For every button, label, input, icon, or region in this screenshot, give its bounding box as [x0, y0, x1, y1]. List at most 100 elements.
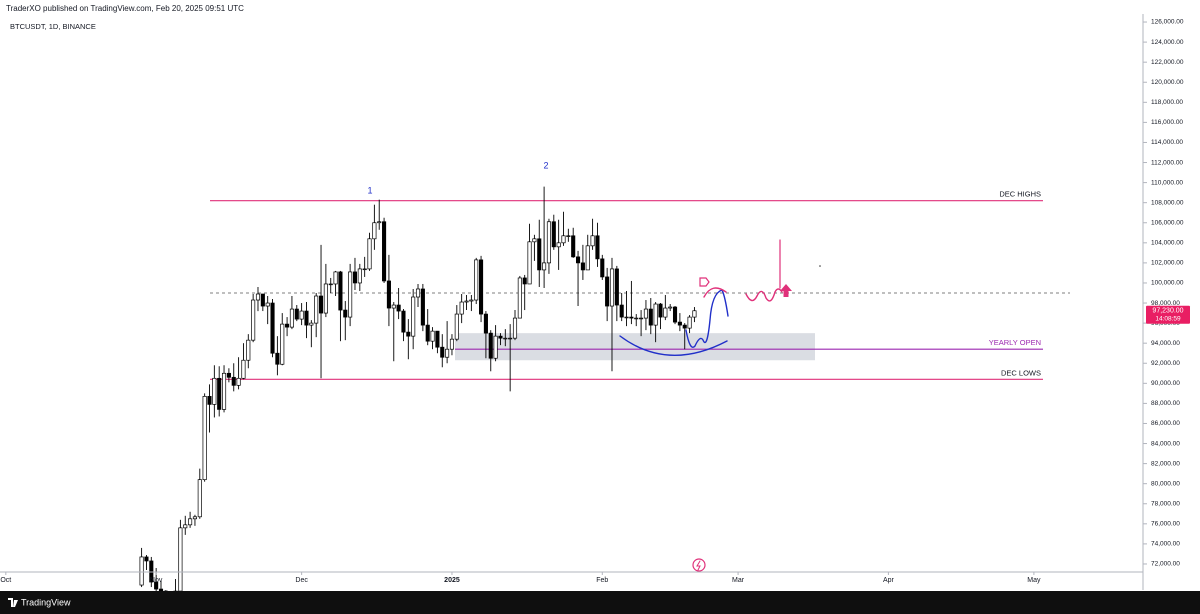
y-tick-label: 82,000.00 — [1151, 460, 1180, 467]
candle-body — [285, 323, 290, 328]
candle-body — [255, 293, 261, 301]
wave-label: 2 — [543, 160, 548, 170]
candle-body — [600, 258, 605, 278]
axes: 72,000.00 74,000.00 76,000.00 78,000.00 80,0… — [0, 19, 1190, 584]
x-tick-label: Oct — [0, 577, 11, 584]
level-label: DEC LOWS — [1001, 368, 1041, 377]
y-tick-label: 110,000.00 — [1151, 179, 1183, 186]
candle-body — [294, 308, 299, 320]
candle-body — [464, 300, 469, 303]
candle-body — [367, 238, 372, 270]
y-tick-label: 122,000.00 — [1151, 59, 1184, 66]
x-tick-label: Feb — [596, 577, 608, 584]
candle-body — [406, 331, 411, 337]
candle-body — [401, 310, 406, 333]
footer-bar — [0, 591, 1200, 614]
candle-body — [270, 302, 275, 354]
wave-label: 1 — [367, 185, 372, 195]
candle-body — [192, 516, 197, 520]
candle-body — [590, 235, 595, 247]
candle-body — [328, 283, 333, 286]
lightning-icon — [692, 558, 706, 572]
candle-body — [479, 259, 484, 315]
candle-body — [566, 235, 571, 237]
candle-body — [449, 338, 455, 350]
candle-body — [498, 335, 503, 339]
candle-body — [571, 235, 576, 258]
candle-body — [139, 556, 144, 586]
candle-body — [236, 377, 241, 386]
x-tick-label: Nov — [150, 577, 163, 584]
candle-body — [663, 307, 668, 318]
support-zone — [455, 333, 815, 361]
candle-body — [551, 221, 556, 248]
candle-body — [648, 308, 653, 326]
blue-projection — [685, 289, 729, 348]
candle-body — [527, 241, 532, 285]
candle-body — [687, 316, 692, 329]
candle-body — [377, 221, 382, 224]
price-pane: DEC HIGHS YEARLY OPEN DEC LOWS 1 2 — [139, 160, 1070, 614]
y-tick-label: 86,000.00 — [1151, 420, 1180, 427]
candle-body — [682, 324, 687, 329]
candle-body — [158, 588, 164, 592]
candle-body — [348, 271, 353, 318]
candle-body — [522, 277, 527, 285]
candle-body — [517, 277, 522, 319]
red-arc — [703, 287, 727, 298]
candle-body — [226, 372, 231, 378]
symbol-title: BTCUSDT, 1D, BINANCE — [10, 22, 96, 31]
candle-body — [318, 295, 324, 314]
candle-body — [251, 299, 256, 341]
candle-body — [343, 309, 348, 318]
candle-body — [672, 306, 678, 323]
y-tick-label: 118,000.00 — [1151, 99, 1183, 106]
publisher-note: TraderXO published on TradingView.com, F… — [6, 4, 244, 13]
candle-body — [299, 310, 304, 320]
y-tick-label: 100,000.00 — [1151, 280, 1184, 287]
candle-body — [668, 306, 673, 309]
candle-body — [639, 317, 644, 320]
candle-body — [629, 316, 634, 319]
candle-body — [546, 221, 552, 264]
candle-body — [469, 299, 474, 302]
y-tick-label: 124,000.00 — [1151, 39, 1184, 46]
x-tick-label: Dec — [295, 577, 308, 584]
x-tick-label: Apr — [883, 577, 895, 584]
candle-body — [183, 524, 188, 529]
y-tick-label: 126,000.00 — [1151, 19, 1184, 26]
x-tick-label: Mar — [732, 577, 745, 584]
blue-arc — [619, 335, 728, 357]
candle-body — [677, 321, 682, 326]
candle-body — [619, 304, 624, 318]
y-tick-label: 106,000.00 — [1151, 219, 1184, 226]
candle-body — [265, 302, 270, 307]
level-label: DEC HIGHS — [999, 190, 1041, 199]
candle-body — [512, 317, 518, 339]
candle-body — [217, 377, 222, 410]
candle-body — [643, 308, 648, 319]
y-tick-label: 112,000.00 — [1151, 159, 1183, 166]
candle-body — [202, 396, 207, 481]
candle-body — [314, 295, 319, 324]
candle-body — [411, 296, 416, 337]
candle-body — [289, 308, 294, 328]
candle-body — [372, 222, 377, 240]
candle-body — [396, 304, 401, 312]
candle-body — [323, 283, 328, 314]
y-tick-label: 74,000.00 — [1151, 541, 1180, 548]
candle-body — [309, 322, 314, 326]
candle-body — [537, 238, 542, 271]
candle-body — [614, 268, 619, 306]
candle-body — [241, 359, 246, 379]
candle-body — [188, 518, 193, 526]
red-squiggle — [745, 288, 783, 302]
y-tick-label: 98,000.00 — [1151, 300, 1180, 307]
candle-body — [420, 288, 425, 326]
candle-body — [532, 238, 537, 243]
candle-body — [440, 346, 445, 358]
y-tick-label: 78,000.00 — [1151, 500, 1180, 507]
countdown: 14:08:59 — [1155, 315, 1181, 322]
candle-body — [435, 330, 440, 348]
last-price-box — [1146, 305, 1190, 324]
